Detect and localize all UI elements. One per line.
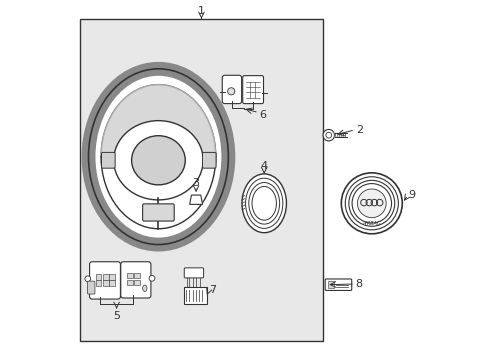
Text: 7: 7	[208, 285, 215, 296]
Text: 6: 6	[259, 111, 266, 121]
Polygon shape	[101, 85, 215, 157]
FancyBboxPatch shape	[134, 280, 140, 285]
Circle shape	[227, 88, 234, 95]
FancyBboxPatch shape	[126, 280, 132, 285]
FancyBboxPatch shape	[121, 262, 151, 298]
Ellipse shape	[88, 69, 228, 244]
Ellipse shape	[131, 136, 185, 185]
Text: 3: 3	[192, 178, 199, 188]
Circle shape	[85, 276, 90, 282]
FancyBboxPatch shape	[87, 281, 95, 294]
Circle shape	[341, 173, 402, 234]
FancyBboxPatch shape	[102, 280, 108, 286]
Text: 1: 1	[198, 6, 204, 17]
FancyBboxPatch shape	[109, 274, 115, 280]
FancyBboxPatch shape	[80, 19, 323, 341]
FancyBboxPatch shape	[325, 279, 351, 291]
FancyBboxPatch shape	[183, 287, 206, 304]
FancyBboxPatch shape	[109, 280, 115, 286]
Polygon shape	[189, 195, 202, 204]
FancyBboxPatch shape	[102, 274, 108, 280]
Ellipse shape	[242, 174, 286, 233]
Text: 8: 8	[355, 279, 362, 289]
FancyBboxPatch shape	[96, 280, 101, 286]
FancyBboxPatch shape	[96, 274, 101, 280]
FancyBboxPatch shape	[242, 76, 263, 104]
FancyBboxPatch shape	[89, 262, 120, 299]
Circle shape	[357, 189, 386, 218]
Text: 5: 5	[113, 311, 120, 321]
FancyBboxPatch shape	[134, 273, 140, 278]
Circle shape	[323, 130, 334, 141]
Ellipse shape	[114, 121, 203, 200]
FancyBboxPatch shape	[126, 273, 132, 278]
Text: 2: 2	[355, 125, 362, 135]
Circle shape	[149, 275, 155, 281]
Circle shape	[325, 132, 331, 138]
Ellipse shape	[142, 285, 147, 292]
FancyBboxPatch shape	[327, 282, 333, 288]
Text: 9: 9	[408, 190, 415, 200]
FancyBboxPatch shape	[102, 152, 115, 168]
Text: 4: 4	[260, 161, 267, 171]
FancyBboxPatch shape	[202, 152, 216, 168]
FancyBboxPatch shape	[142, 204, 174, 221]
FancyBboxPatch shape	[222, 75, 241, 104]
Text: AIRBAG: AIRBAG	[362, 221, 381, 225]
FancyBboxPatch shape	[184, 268, 203, 278]
